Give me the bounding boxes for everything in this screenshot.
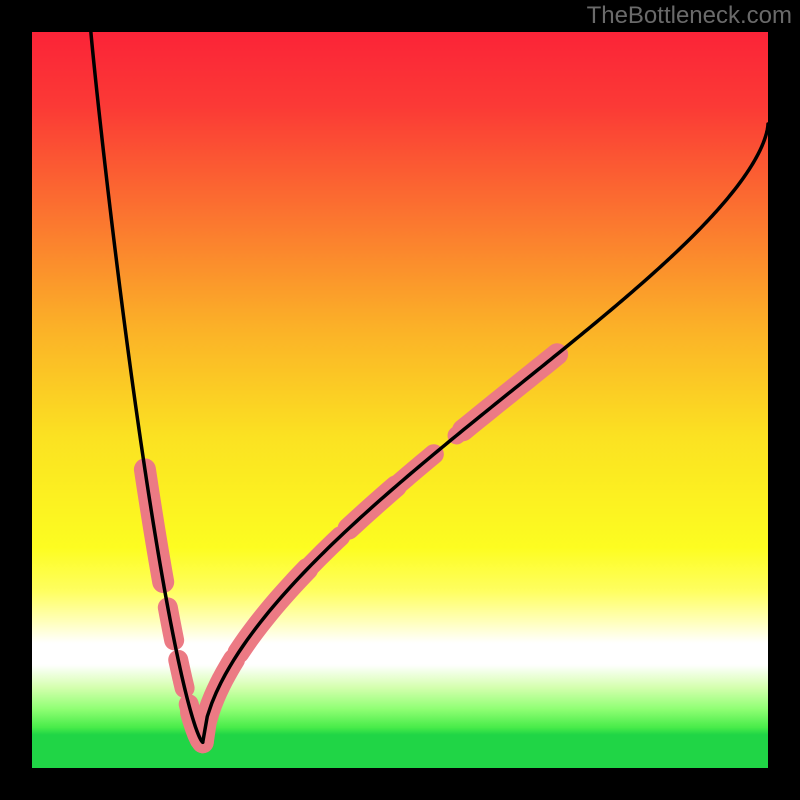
curve-right [203,124,768,742]
curve-markers [145,354,557,742]
curve-left [91,32,203,742]
watermark-text: TheBottleneck.com [587,2,792,30]
bottleneck-chart [32,32,768,768]
chart-plot-area [32,32,768,768]
